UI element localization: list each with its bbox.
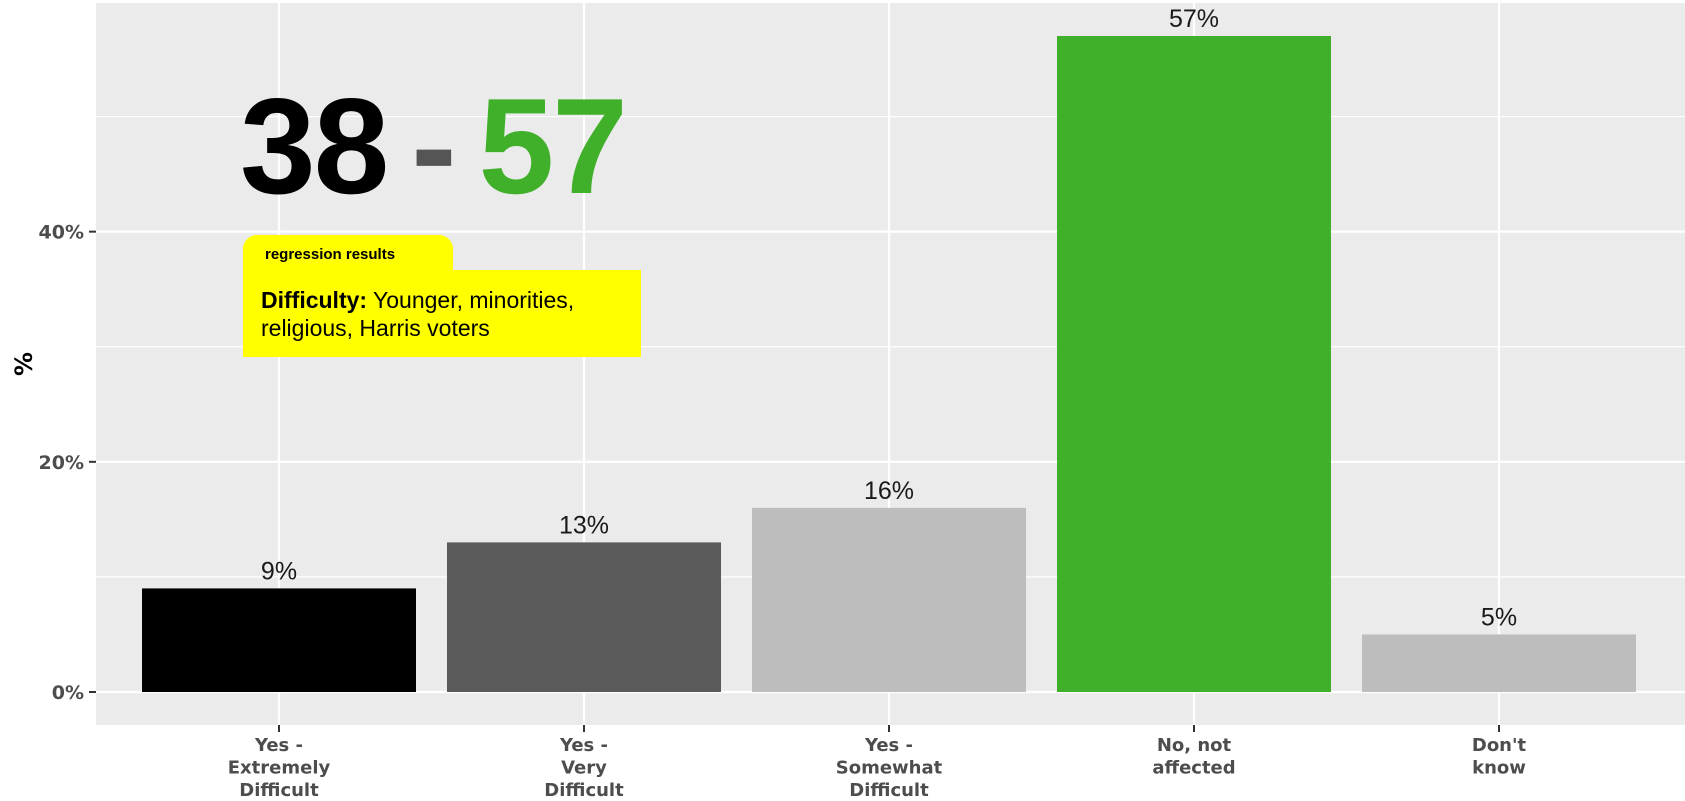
regression-box-heading: Difficulty: [261, 287, 368, 313]
data-label: 57% [1169, 5, 1219, 33]
y-axis: 0% 20% 40% [39, 222, 96, 704]
x-tick-label: Yes -Very Difficult [544, 735, 624, 801]
data-label: 13% [559, 511, 609, 539]
bar [447, 542, 721, 692]
x-tick-label: Yes -Extremely Difficult [228, 735, 331, 801]
y-axis-title: % [10, 352, 38, 376]
bar [1362, 634, 1636, 692]
data-label: 5% [1481, 603, 1517, 631]
score-separator: - [411, 70, 456, 222]
x-tick-label: Yes -Somewhat Difficult [836, 735, 943, 801]
bar [1057, 36, 1331, 692]
x-tick-label: Don't know [1472, 735, 1527, 779]
regression-tab-label: regression results [265, 246, 396, 263]
data-label: 16% [864, 477, 914, 505]
regression-tab: regression results [243, 235, 453, 271]
data-label: 9% [261, 557, 297, 585]
bars [142, 36, 1636, 692]
bar [752, 507, 1026, 692]
y-tick-label: 40% [39, 222, 84, 244]
score-right: 57 [478, 70, 628, 222]
y-tick-label: 0% [52, 682, 84, 704]
score-left: 38 [240, 70, 389, 222]
regression-box: Difficulty: Younger, minorities, religio… [243, 270, 641, 357]
y-tick-label: 20% [39, 452, 84, 474]
regression-box-text: Younger, minorities, religious, Harris v… [261, 287, 575, 341]
headline-score: 38-57 [240, 70, 628, 222]
data-labels: 9% 13% 16% 57% 5% [261, 5, 1517, 631]
bar [142, 588, 416, 692]
x-axis: Yes -Extremely Difficult Yes -Very Difficul… [228, 725, 1527, 801]
x-tick-label: No, not affected [1152, 735, 1235, 779]
